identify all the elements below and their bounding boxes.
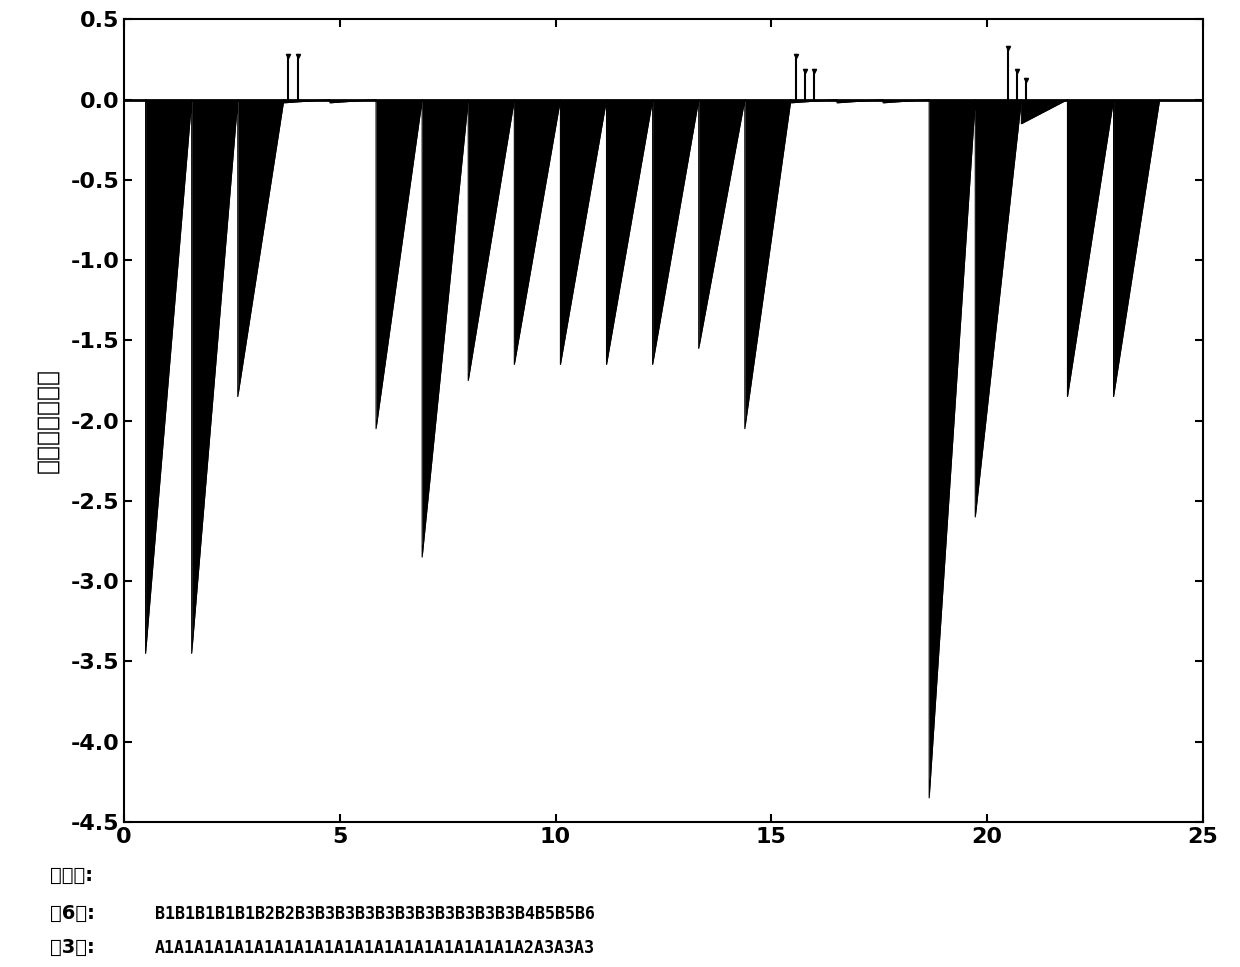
Text: A1A1A1A1A1A1A1A1A1A1A1A1A1A1A1A1A1A1A2A3A3A3: A1A1A1A1A1A1A1A1A1A1A1A1A1A1A1A1A1A1A2A3… [155, 939, 595, 956]
Text: 指标号:: 指标号: [50, 865, 93, 885]
Text: B1B1B1B1B1B2B2B3B3B3B3B3B3B3B3B3B3B3B4B5B5B6: B1B1B1B1B1B2B2B3B3B3B3B3B3B3B3B3B3B3B4B5… [155, 905, 595, 923]
Y-axis label: 信息熵减平均值: 信息熵减平均值 [35, 368, 60, 473]
Text: 分6类:: 分6类: [50, 904, 94, 923]
Text: 分3类:: 分3类: [50, 938, 94, 957]
